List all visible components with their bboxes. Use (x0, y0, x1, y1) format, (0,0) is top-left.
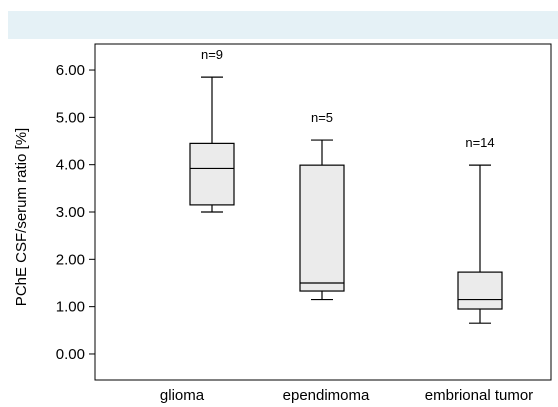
header-band (8, 11, 558, 39)
y-tick-label: 5.00 (56, 109, 85, 126)
box-2: n=5 (299, 110, 345, 301)
n-label: n=9 (201, 47, 223, 62)
x-category-label: ependimoma (283, 387, 370, 404)
x-category-label: embrional tumor (425, 387, 533, 404)
box-3: n=14 (457, 135, 503, 324)
y-tick-label: 6.00 (56, 62, 85, 79)
n-label: n=14 (465, 135, 494, 150)
x-category-label: glioma (160, 387, 205, 404)
box-1: n=9 (189, 47, 235, 213)
box-iqr (189, 142, 235, 206)
y-tick-label: 4.00 (56, 157, 85, 174)
y-tick-label: 3.00 (56, 204, 85, 221)
y-axis-label: PChE CSF/serum ratio [%] (13, 128, 30, 306)
y-tick-label: 1.00 (56, 299, 85, 316)
y-tick-label: 0.00 (56, 346, 85, 363)
box-iqr (299, 164, 345, 292)
y-tick-label: 2.00 (56, 251, 85, 268)
box-iqr (457, 271, 503, 310)
n-label: n=5 (311, 110, 333, 125)
